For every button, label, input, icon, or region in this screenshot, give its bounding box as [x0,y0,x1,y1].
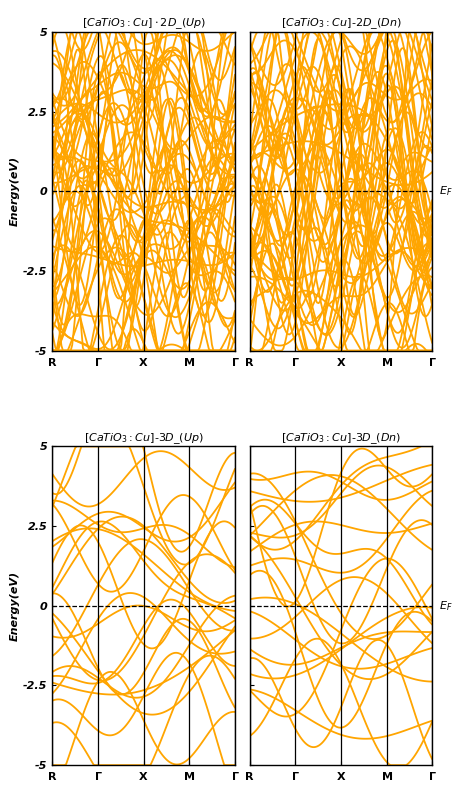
Title: $\mathit{[CaTiO_3 : Cu]\text{-}3D\_(Up)}$: $\mathit{[CaTiO_3 : Cu]\text{-}3D\_(Up)}… [84,431,203,446]
Y-axis label: Energy(eV): Energy(eV) [10,571,20,641]
Title: $\mathit{[CaTiO_3 : Cu] \cdot 2D\_(Up)}$: $\mathit{[CaTiO_3 : Cu] \cdot 2D\_(Up)}$ [82,17,206,31]
Title: $\mathit{[CaTiO_3 : Cu]\text{-}3D\_(Dn)}$: $\mathit{[CaTiO_3 : Cu]\text{-}3D\_(Dn)}… [281,431,401,446]
Y-axis label: Energy(eV): Energy(eV) [10,156,20,226]
Text: $E_F$: $E_F$ [439,599,453,613]
Text: $E_F$: $E_F$ [439,184,453,198]
Title: $\mathit{[CaTiO_3 : Cu]\text{-}2D\_(Dn)}$: $\mathit{[CaTiO_3 : Cu]\text{-}2D\_(Dn)}… [281,17,401,31]
